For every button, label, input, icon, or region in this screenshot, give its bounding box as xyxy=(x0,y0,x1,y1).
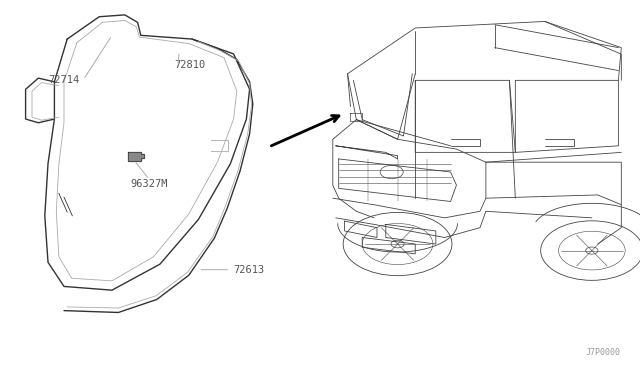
Text: 72714: 72714 xyxy=(49,75,80,85)
Text: J7P0000: J7P0000 xyxy=(586,348,621,357)
Polygon shape xyxy=(128,152,144,161)
Text: 72613: 72613 xyxy=(234,265,265,275)
Text: 72810: 72810 xyxy=(174,60,205,70)
Text: 96327M: 96327M xyxy=(131,179,168,189)
